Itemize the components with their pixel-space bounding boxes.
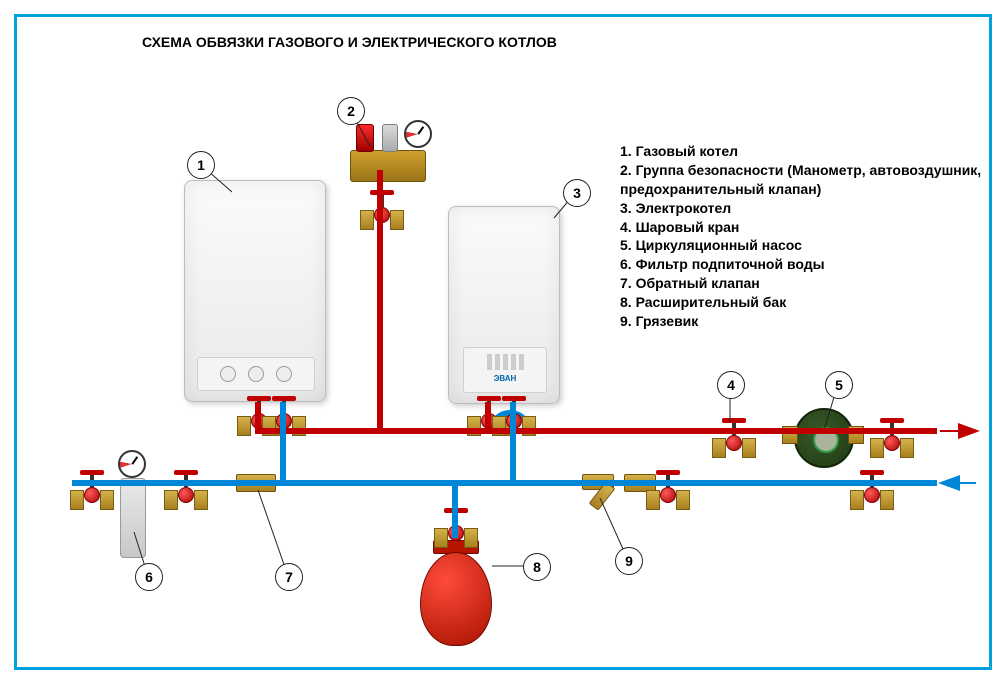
gas-boiler: [184, 180, 326, 402]
callout-4: 4: [717, 371, 745, 399]
ball-valve: [656, 470, 680, 503]
slider-icon: [495, 354, 500, 370]
cold-pipe-segment: [510, 402, 516, 484]
legend-item: 6. Фильтр подпиточной воды: [620, 255, 981, 274]
filter-gauge-icon: [118, 450, 146, 478]
knob-icon: [276, 366, 292, 382]
legend-item: 9. Грязевик: [620, 312, 981, 331]
callout-7: 7: [275, 563, 303, 591]
callout-8: 8: [523, 553, 551, 581]
ball-valve: [860, 470, 884, 503]
hot-pipe-segment: [377, 428, 937, 434]
makeup-water-filter: [120, 478, 146, 558]
cold-pipe-segment: [72, 480, 937, 486]
relief-valve: [356, 124, 374, 152]
arrow-out-icon: [958, 423, 980, 439]
callout-1: 1: [187, 151, 215, 179]
electric-boiler-panel: ЭВАН: [463, 347, 547, 393]
air-vent: [382, 124, 398, 152]
legend-item: 2. Группа безопасности (Манометр, автово…: [620, 161, 981, 180]
slider-icon: [519, 354, 524, 370]
legend-item: 7. Обратный клапан: [620, 274, 981, 293]
hot-pipe-segment: [255, 402, 261, 428]
slider-icon: [487, 354, 492, 370]
hot-pipe-segment: [485, 402, 491, 428]
slider-icon: [503, 354, 508, 370]
arrow-in-shaft: [958, 482, 976, 484]
cold-pipe-segment: [452, 482, 458, 538]
ball-valve: [880, 418, 904, 451]
legend-item: 4. Шаровый кран: [620, 218, 981, 237]
knob-icon: [220, 366, 236, 382]
arrow-in-icon: [938, 475, 960, 491]
circulation-pump: [794, 408, 854, 468]
brand-label: ЭВАН: [464, 374, 546, 383]
legend-item: 8. Расширительный бак: [620, 293, 981, 312]
ball-valve: [174, 470, 198, 503]
expansion-tank: [420, 552, 492, 646]
ball-valve: [722, 418, 746, 451]
diagram-frame: СХЕМА ОБВЯЗКИ ГАЗОВОГО И ЭЛЕКТРИЧЕСКОГО …: [0, 0, 1006, 684]
legend: 1. Газовый котел 2. Группа безопасности …: [620, 142, 981, 331]
ball-valve: [80, 470, 104, 503]
legend-item: 5. Циркуляционный насос: [620, 236, 981, 255]
safety-group-block: [350, 150, 426, 182]
callout-5: 5: [825, 371, 853, 399]
hot-pipe-segment: [377, 170, 383, 428]
gas-boiler-panel: [197, 357, 315, 391]
callout-3: 3: [563, 179, 591, 207]
strainer: [582, 474, 612, 504]
knob-icon: [248, 366, 264, 382]
callout-2: 2: [337, 97, 365, 125]
legend-item: 1. Газовый котел: [620, 142, 981, 161]
cold-pipe-segment: [280, 402, 286, 484]
legend-item: 3. Электрокотел: [620, 199, 981, 218]
hot-pipe-segment: [255, 428, 383, 434]
slider-icon: [511, 354, 516, 370]
callout-6: 6: [135, 563, 163, 591]
legend-item: предохранительный клапан): [620, 180, 981, 199]
diagram-title: СХЕМА ОБВЯЗКИ ГАЗОВОГО И ЭЛЕКТРИЧЕСКОГО …: [142, 34, 557, 50]
pressure-gauge-icon: [404, 120, 432, 148]
arrow-out-shaft: [940, 430, 958, 432]
callout-9: 9: [615, 547, 643, 575]
electric-boiler: ЭВАН: [448, 206, 560, 404]
